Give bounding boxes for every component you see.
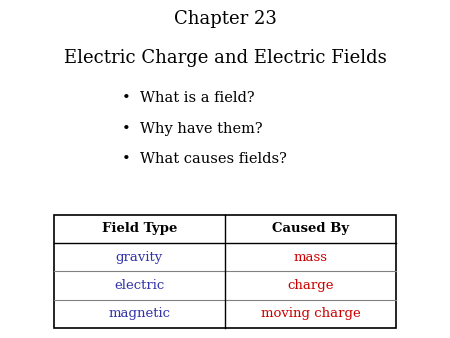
Text: •  What is a field?: • What is a field? <box>122 91 254 105</box>
Text: mass: mass <box>293 250 328 264</box>
Text: Caused By: Caused By <box>272 222 349 235</box>
Text: •  Why have them?: • Why have them? <box>122 122 262 136</box>
Text: gravity: gravity <box>116 250 163 264</box>
Text: Field Type: Field Type <box>102 222 177 235</box>
Text: moving charge: moving charge <box>261 307 360 320</box>
Text: electric: electric <box>114 279 165 292</box>
Text: •  What causes fields?: • What causes fields? <box>122 152 286 166</box>
Bar <box>54 215 396 328</box>
Text: magnetic: magnetic <box>108 307 171 320</box>
Text: charge: charge <box>287 279 334 292</box>
Text: Chapter 23: Chapter 23 <box>174 10 276 28</box>
Text: Electric Charge and Electric Fields: Electric Charge and Electric Fields <box>63 49 387 67</box>
